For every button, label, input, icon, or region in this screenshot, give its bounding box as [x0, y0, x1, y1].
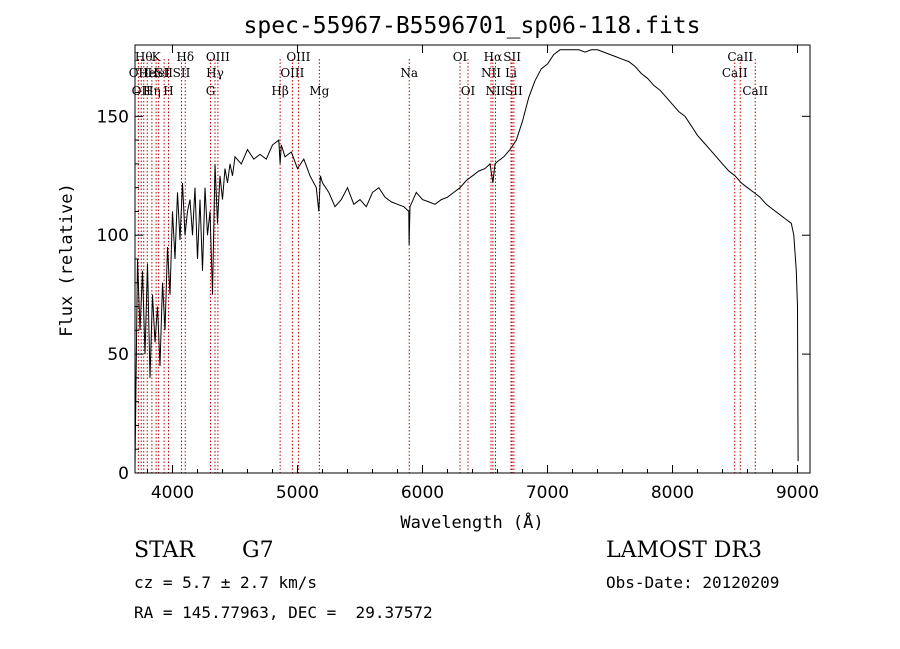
reference-line-label: OIII	[286, 50, 310, 64]
y-tick-label: 100	[97, 226, 129, 246]
reference-line-label: CaII	[727, 50, 753, 64]
reference-line-label: NII	[486, 84, 506, 98]
sky-coordinates: RA = 145.77963, DEC = 29.37572	[134, 603, 433, 622]
reference-line-label: K	[152, 50, 162, 64]
reference-line-label: Hβ	[271, 84, 288, 98]
reference-line-label: Mg	[309, 84, 329, 98]
reference-line-label: SII	[173, 66, 191, 80]
reference-line-label: Li	[505, 66, 517, 80]
reference-line-label: OII	[132, 84, 152, 98]
y-tick-label: 150	[97, 107, 129, 127]
reference-line-label: Hη	[143, 84, 161, 98]
reference-line-label: Hα	[484, 50, 503, 64]
x-tick-label: 6000	[401, 483, 444, 503]
x-tick-label: 5000	[276, 483, 319, 503]
reference-line-label: OI	[453, 50, 468, 64]
reference-line-label: H	[163, 84, 173, 98]
x-tick-label: 9000	[776, 483, 819, 503]
y-tick-label: 0	[118, 464, 129, 484]
y-axis-title: Flux (relative)	[57, 183, 77, 337]
x-axis: 4000 5000 6000 7000 8000 9000	[147, 45, 819, 503]
reference-lines: OIIOIIHθHeHηKHeISIIHSIIHδGHγOIIIHβOIIIOI…	[129, 50, 768, 473]
x-tick-label: 8000	[651, 483, 694, 503]
reference-line-label: OIII	[280, 66, 304, 80]
x-tick-label: 7000	[526, 483, 569, 503]
reference-line-label: CaII	[722, 66, 748, 80]
spectrum-series	[134, 49, 799, 469]
reference-line-label: G	[206, 84, 216, 98]
spectrum-line	[134, 49, 799, 469]
y-axis: 0 50 100 150	[97, 68, 810, 484]
reference-line-label: Na	[400, 66, 418, 80]
y-tick-label: 50	[107, 345, 129, 365]
x-axis-title: Wavelength (Å)	[400, 511, 543, 533]
reference-line-label: Hγ	[206, 66, 224, 80]
object-subclass: G7	[242, 538, 274, 563]
reference-line-label: SII	[505, 84, 523, 98]
survey-name: LAMOST DR3	[606, 538, 762, 563]
reference-line-label: OIII	[206, 50, 230, 64]
reference-line-label: CaII	[742, 84, 768, 98]
redshift-cz: cz = 5.7 ± 2.7 km/s	[134, 573, 318, 592]
plot-frame	[134, 44, 811, 474]
object-class: STAR	[134, 538, 195, 563]
reference-line-label: SII	[503, 50, 521, 64]
reference-line-label: NII	[481, 66, 501, 80]
x-tick-label: 4000	[151, 483, 194, 503]
reference-line-label: SII	[155, 66, 173, 80]
reference-line-label: Hθ	[135, 50, 153, 64]
reference-line-label: Hδ	[176, 50, 194, 64]
chart-title: spec-55967-B5596701_sp06-118.fits	[244, 13, 701, 39]
observation-date: Obs-Date: 20120209	[606, 573, 780, 592]
reference-line-label: OI	[461, 84, 476, 98]
